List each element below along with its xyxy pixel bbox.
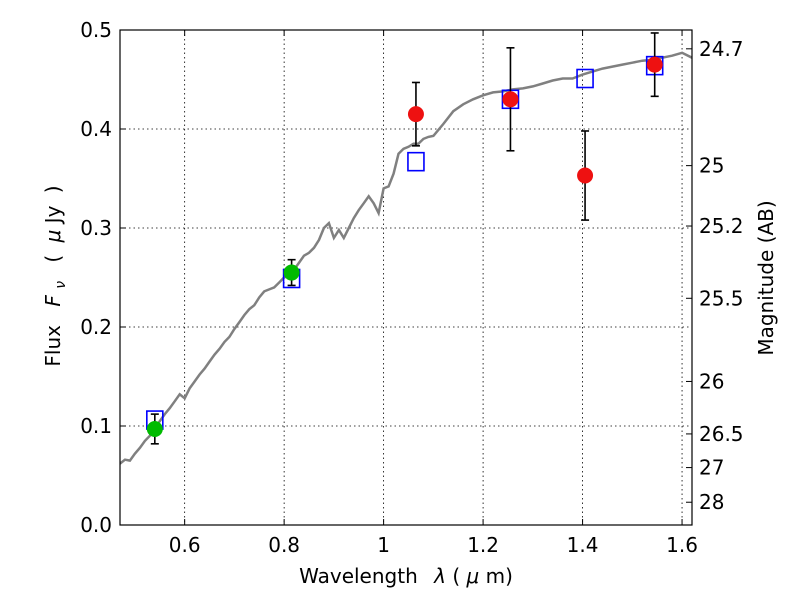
axis-ticks: 0.6 0.8 1 1.2 1.4 1.6 0.0 0.1 0.2 0.3 0.4 0.5 24.7 25… [80, 18, 743, 557]
x-axis-label-unit-open: ( [452, 564, 460, 588]
y2-tick-label: 28 [699, 490, 724, 514]
x-axis-label: Wavelength λ ( μ m) [299, 564, 513, 588]
x-tick-label: 1 [377, 533, 390, 557]
x-axis-label-unit-rest: m) [486, 564, 513, 588]
y-axis-label-symbol: F [41, 295, 65, 307]
observed-point [646, 56, 663, 73]
x-tick-label: 0.8 [268, 533, 300, 557]
observed-point [577, 167, 594, 184]
y-tick-label: 0.1 [80, 414, 112, 438]
y2-tick-label: 26 [699, 369, 724, 393]
x-axis-label-symbol: λ [433, 564, 446, 588]
x-axis-label-text: Wavelength [299, 564, 418, 588]
x-tick-label: 1.6 [666, 533, 698, 557]
plot-frame [119, 29, 693, 526]
y2-axis-label: Magnitude (AB) [754, 200, 778, 355]
y-axis-label-text: Flux [41, 325, 65, 367]
y-tick-label: 0.5 [80, 18, 112, 42]
y-axis-label: Flux F ν ( μ Jy ) [41, 185, 70, 366]
model-square-point [576, 68, 594, 89]
y-axis-label-unit-rest: Jy [41, 205, 65, 225]
grid-lines [120, 30, 692, 525]
x-tick-label: 1.2 [467, 533, 499, 557]
y-axis-label-unit-open: ( [41, 255, 65, 263]
y-axis-label-sub: ν [53, 281, 69, 289]
x-axis-label-unit-mu: μ [466, 564, 480, 588]
spectrum-line [120, 51, 692, 465]
y2-tick-label: 25 [699, 154, 724, 178]
y-tick-label: 0.3 [80, 216, 112, 240]
y-axis-label-unit-close: ) [41, 185, 65, 193]
y2-tick-label: 27 [699, 456, 724, 480]
y-tick-label: 0.0 [80, 513, 112, 537]
model-square-point [407, 151, 425, 172]
y2-tick-label: 25.2 [699, 214, 744, 238]
y2-tick-label: 24.7 [699, 37, 744, 61]
observed-point [502, 91, 519, 108]
y-axis-label-unit-mu: μ [41, 230, 65, 244]
y2-tick-label: 25.5 [699, 286, 744, 310]
y-tick-label: 0.2 [80, 315, 112, 339]
observed-point [283, 264, 300, 281]
x-tick-label: 1.4 [567, 533, 599, 557]
plot-area [120, 32, 692, 465]
y2-tick-label: 26.5 [699, 422, 744, 446]
observed-point [407, 106, 424, 123]
observed-point [146, 420, 163, 437]
x-tick-label: 0.6 [169, 533, 201, 557]
y-tick-label: 0.4 [80, 117, 112, 141]
